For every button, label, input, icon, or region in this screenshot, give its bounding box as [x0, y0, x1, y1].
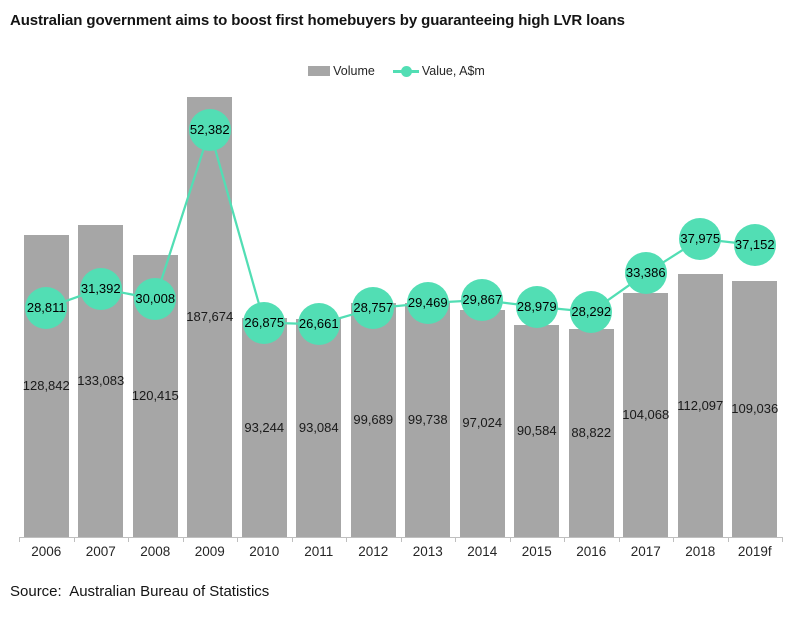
x-axis-label-2015: 2015	[521, 544, 552, 559]
volume-bar-2014	[459, 309, 505, 537]
value-marker-label: 28,292	[571, 303, 612, 319]
x-axis-tick	[509, 537, 511, 542]
x-axis-tick	[73, 537, 75, 542]
volume-bar-label: 99,738	[407, 412, 448, 428]
volume-bar-2015	[514, 324, 560, 537]
x-axis-tick	[346, 537, 347, 542]
volume-bar-2017	[623, 293, 669, 537]
volume-bar-label: 90,584	[516, 422, 557, 438]
x-axis-tick	[400, 537, 402, 542]
x-axis-label-2012: 2012	[358, 544, 389, 559]
volume-bar-label: 104,068	[622, 407, 670, 422]
legend-item-volume: Volume	[308, 64, 375, 78]
x-axis-label-2016: 2016	[576, 544, 607, 559]
value-marker-label: 33,386	[625, 265, 666, 281]
volume-bar-label: 88,822	[571, 424, 612, 440]
volume-bar-label: 97,024	[462, 415, 503, 431]
volume-swatch-icon	[308, 66, 331, 76]
x-axis-label-2013: 2013	[412, 544, 443, 559]
legend-item-value: Value, A$m	[392, 64, 485, 78]
volume-bar-label: 93,244	[244, 419, 285, 435]
volume-bar-label: 120,415	[131, 387, 179, 403]
x-axis-tick	[618, 537, 620, 542]
x-axis-tick	[128, 537, 129, 542]
x-axis-tick	[237, 537, 238, 542]
x-axis-tick	[782, 537, 783, 542]
volume-bar-label: 99,689	[353, 412, 394, 428]
volume-bar-2011	[296, 318, 342, 537]
chart-title: Australian government aims to boost firs…	[10, 12, 625, 29]
legend-label-volume: Volume	[333, 64, 375, 78]
source-note: Source: Australian Bureau of Statistics	[10, 583, 270, 600]
x-axis-tick	[564, 537, 565, 542]
x-axis-tick	[455, 537, 456, 542]
x-axis-label-2017: 2017	[630, 544, 661, 559]
x-axis-label-2019f: 2019f	[737, 544, 772, 559]
value-marker-label: 26,661	[298, 316, 339, 332]
volume-bar-label: 133,083	[77, 372, 125, 388]
x-axis-label-2014: 2014	[467, 544, 498, 559]
x-axis-label-2006: 2006	[31, 544, 62, 559]
value-marker-label: 52,382	[189, 122, 230, 137]
volume-bar-label: 128,842	[22, 377, 70, 393]
legend-label-value: Value, A$m	[421, 64, 485, 78]
x-axis-label-2008: 2008	[140, 544, 171, 559]
volume-bar-2012	[350, 303, 396, 537]
x-axis-label-2010: 2010	[249, 544, 280, 559]
value-marker-label: 37,152	[734, 237, 775, 253]
value-line-marker-icon	[392, 65, 419, 77]
x-axis-tick	[673, 537, 674, 542]
value-marker-label: 30,008	[135, 290, 176, 306]
value-marker-label: 28,811	[26, 300, 66, 316]
x-axis-tick	[19, 537, 20, 542]
x-axis-tick	[727, 537, 729, 542]
x-axis-label-2011: 2011	[304, 544, 334, 559]
x-axis-label-2009: 2009	[194, 544, 225, 559]
x-axis-tick	[291, 537, 293, 542]
volume-bar-label: 93,084	[298, 419, 339, 435]
legend: Volume Value, A$m	[0, 64, 793, 78]
x-axis-tick	[182, 537, 184, 542]
volume-bar-2016	[568, 328, 614, 537]
volume-bar-2013	[405, 303, 451, 537]
volume-bar-label: 109,036	[731, 401, 779, 417]
volume-bar-label: 112,097	[677, 397, 724, 413]
x-axis-label-2018: 2018	[685, 544, 716, 559]
volume-bar-2010	[241, 318, 287, 537]
value-dot-icon	[400, 65, 412, 77]
x-axis-label-2007: 2007	[85, 544, 116, 559]
